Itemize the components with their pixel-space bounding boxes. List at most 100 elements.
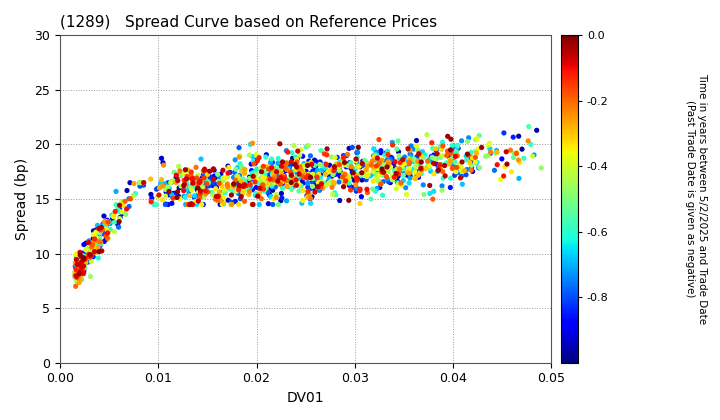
Point bbox=[181, 178, 192, 185]
Point bbox=[73, 269, 85, 276]
Point bbox=[261, 181, 272, 187]
Point bbox=[264, 192, 276, 199]
Point bbox=[276, 163, 287, 170]
Point bbox=[80, 259, 91, 266]
Point bbox=[246, 201, 258, 208]
Point bbox=[382, 156, 393, 163]
Point bbox=[70, 262, 81, 269]
Point bbox=[452, 169, 464, 176]
Point bbox=[228, 181, 239, 187]
Point bbox=[346, 173, 357, 179]
Point bbox=[361, 176, 372, 183]
Point bbox=[76, 276, 87, 283]
Point bbox=[222, 170, 234, 176]
Point bbox=[342, 163, 354, 169]
Point bbox=[69, 268, 81, 275]
Point bbox=[228, 181, 240, 188]
Point bbox=[372, 185, 383, 192]
Point bbox=[302, 142, 314, 149]
Point bbox=[74, 276, 86, 283]
Point bbox=[138, 179, 149, 186]
Point bbox=[285, 181, 297, 188]
Point bbox=[246, 170, 258, 177]
Point bbox=[354, 163, 365, 170]
Point bbox=[80, 259, 91, 266]
Point bbox=[243, 152, 255, 158]
Point bbox=[341, 152, 353, 159]
Point bbox=[255, 177, 266, 184]
Point bbox=[317, 162, 328, 169]
Point bbox=[76, 258, 87, 265]
Point bbox=[427, 196, 438, 202]
Point bbox=[158, 162, 169, 168]
Point bbox=[199, 179, 210, 186]
Point bbox=[76, 262, 88, 268]
Point bbox=[294, 152, 305, 159]
Point bbox=[146, 198, 158, 205]
Point bbox=[412, 146, 423, 153]
Point bbox=[93, 236, 104, 243]
Point bbox=[485, 149, 496, 155]
Point bbox=[75, 263, 86, 270]
Point bbox=[194, 178, 206, 184]
Point bbox=[391, 146, 402, 152]
Point bbox=[271, 191, 282, 198]
Point bbox=[215, 190, 226, 197]
Point bbox=[160, 193, 171, 199]
Point bbox=[184, 192, 195, 199]
Point bbox=[230, 177, 241, 184]
Point bbox=[354, 163, 366, 170]
Point bbox=[337, 155, 348, 162]
Point bbox=[86, 247, 97, 253]
Point bbox=[218, 194, 230, 201]
Point bbox=[302, 180, 313, 186]
Point bbox=[181, 173, 193, 180]
Point bbox=[256, 181, 267, 187]
Point bbox=[87, 235, 99, 242]
Point bbox=[206, 174, 217, 181]
Point bbox=[79, 257, 91, 263]
Point bbox=[385, 154, 397, 161]
Point bbox=[91, 234, 102, 241]
Point bbox=[302, 184, 313, 191]
Point bbox=[138, 179, 149, 186]
Point bbox=[171, 194, 183, 201]
Point bbox=[73, 268, 85, 275]
Point bbox=[84, 248, 95, 255]
Point bbox=[261, 183, 272, 189]
Point bbox=[451, 164, 463, 171]
Point bbox=[109, 208, 121, 215]
Point bbox=[216, 191, 228, 197]
Point bbox=[285, 169, 297, 176]
Point bbox=[472, 159, 483, 165]
Point bbox=[412, 158, 423, 165]
Point bbox=[375, 181, 387, 187]
Point bbox=[168, 194, 180, 201]
Point bbox=[71, 251, 82, 258]
Point bbox=[523, 137, 534, 144]
Point bbox=[138, 179, 149, 186]
Point bbox=[279, 161, 290, 168]
Point bbox=[455, 164, 467, 171]
Point bbox=[102, 235, 113, 242]
Point bbox=[191, 201, 202, 208]
Point bbox=[444, 160, 455, 167]
Point bbox=[261, 175, 272, 182]
Point bbox=[297, 163, 309, 169]
Point bbox=[145, 176, 156, 182]
Point bbox=[378, 169, 390, 176]
Point bbox=[76, 262, 88, 269]
Point bbox=[174, 168, 186, 174]
Point bbox=[265, 185, 276, 192]
Point bbox=[411, 143, 423, 150]
Point bbox=[343, 173, 355, 180]
Point bbox=[220, 175, 231, 181]
Point bbox=[156, 155, 167, 162]
Point bbox=[286, 186, 297, 193]
Point bbox=[325, 154, 337, 160]
Point bbox=[76, 270, 88, 277]
Point bbox=[168, 190, 179, 197]
Point bbox=[435, 166, 446, 173]
Point bbox=[401, 167, 413, 173]
Point bbox=[307, 183, 318, 190]
